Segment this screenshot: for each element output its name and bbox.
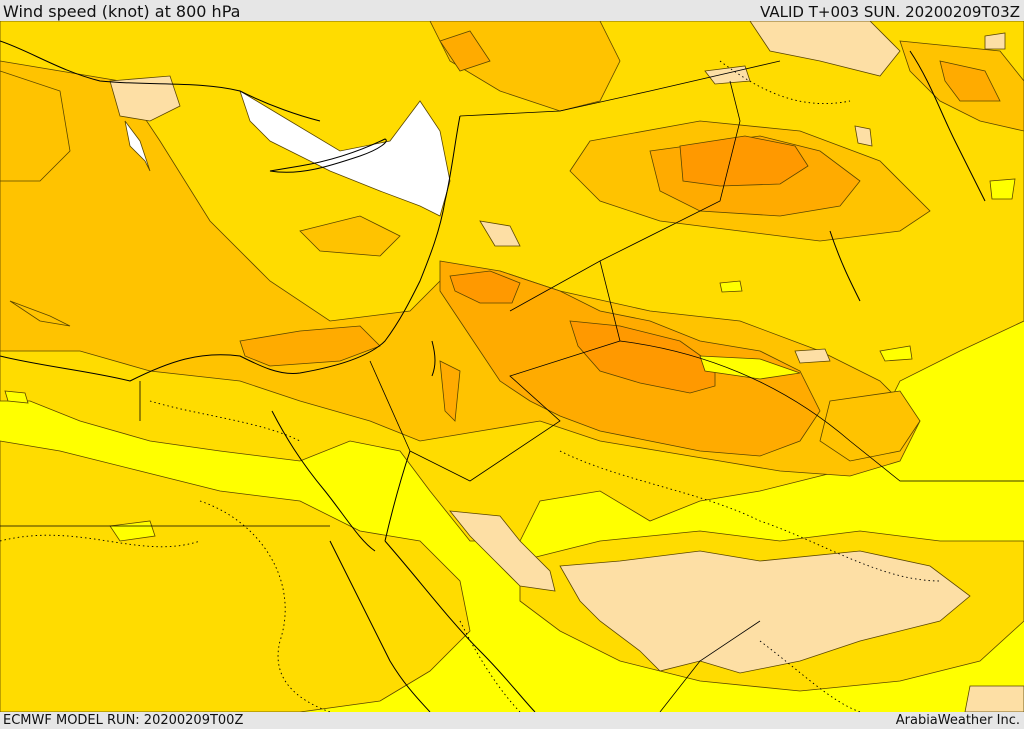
contour-cell [794, 348, 831, 364]
border-jordan-saudi [409, 340, 621, 482]
contour-cell [989, 178, 1016, 200]
persian-gulf-coast [829, 230, 861, 302]
band-6-area [679, 135, 809, 187]
band-1-area [449, 510, 556, 592]
valid-time: VALID T+003 SUN. 20200209T03Z [760, 3, 1020, 21]
band-1-area [109, 75, 181, 122]
band-6-area [449, 270, 521, 304]
band-5-area [439, 30, 491, 72]
border-iraq-iran [599, 80, 741, 262]
dotted-isotach [559, 450, 941, 582]
band-4-area [299, 215, 401, 257]
band-4-area [819, 390, 921, 462]
border-egypt-israel [369, 360, 411, 452]
anatolia-coast [0, 40, 321, 122]
band-5-area [939, 60, 1001, 102]
band-5-area [239, 325, 381, 367]
band-3-area [0, 440, 471, 712]
wind-speed-map[interactable] [0, 21, 1024, 712]
border-turkey-syria [459, 60, 781, 117]
band-1-area [479, 220, 521, 247]
band-0-area [239, 90, 451, 217]
dotted-isotach [199, 500, 331, 712]
red-sea-east-coast [384, 540, 536, 712]
mediterranean-coastline [0, 115, 461, 382]
footer-bar: ECMWF MODEL RUN: 20200209T00Z ArabiaWeat… [0, 712, 1024, 729]
band-1-area [749, 21, 901, 77]
dotted-isotach [0, 534, 201, 548]
model-run-label: ECMWF MODEL RUN: 20200209T00Z [3, 713, 244, 728]
dead-sea [431, 340, 436, 377]
credit-label: ArabiaWeather Inc. [895, 713, 1020, 728]
red-sea-west-coast [329, 540, 431, 712]
band-4-area [0, 70, 71, 182]
header-bar: Wind speed (knot) at 800 hPa VALID T+003… [0, 0, 1024, 21]
band-1-area [964, 685, 1024, 712]
band-6-area [569, 320, 716, 394]
caspian-coast [909, 50, 986, 202]
contour-cell [4, 390, 29, 404]
map-title: Wind speed (knot) at 800 hPa [3, 2, 241, 21]
band-1-area [559, 550, 971, 674]
gulf-of-suez-coast [271, 410, 376, 552]
band-1-area [984, 32, 1006, 50]
border-iraq-saudi [619, 340, 1024, 482]
border-saudi-yemen [659, 620, 761, 712]
band-4-area [9, 300, 71, 327]
cyprus-outline [269, 138, 387, 173]
contour-cell [879, 345, 913, 362]
contour-cell [699, 355, 801, 380]
band-0-area [124, 120, 151, 172]
dotted-isotach [759, 640, 861, 712]
gulf-of-aqaba-coast [384, 450, 411, 542]
contour-cell [719, 280, 743, 293]
band-5-area [439, 360, 461, 422]
dotted-isotach [459, 620, 521, 712]
contour-cell [854, 125, 873, 147]
